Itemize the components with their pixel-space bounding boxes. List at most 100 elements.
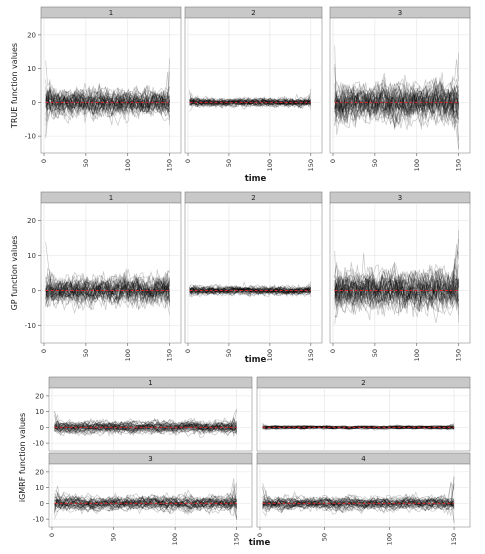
function-trace — [189, 284, 312, 295]
function-trace — [45, 87, 170, 118]
x-tick-label: 150 — [450, 533, 458, 545]
function-trace — [189, 98, 312, 109]
function-trace — [334, 52, 459, 124]
function-trace — [262, 494, 455, 512]
function-trace — [334, 78, 459, 124]
function-trace — [45, 88, 170, 117]
function-trace — [334, 80, 459, 120]
function-trace — [54, 420, 237, 436]
function-trace — [262, 498, 455, 513]
x-tick-label: 50 — [225, 349, 233, 357]
function-trace — [334, 45, 459, 150]
function-trace — [45, 268, 170, 307]
function-trace — [262, 425, 455, 430]
function-trace — [262, 497, 455, 513]
y-tick-label: 20 — [27, 217, 36, 225]
function-trace — [45, 277, 170, 306]
function-trace — [262, 425, 455, 430]
function-trace — [334, 268, 459, 313]
function-trace — [54, 420, 237, 435]
function-trace — [262, 496, 455, 514]
function-trace — [54, 420, 238, 438]
function-trace — [54, 421, 237, 435]
function-trace — [262, 495, 455, 511]
function-trace — [189, 286, 312, 294]
function-trace — [54, 496, 237, 516]
function-trace — [45, 276, 170, 302]
x-tick-label: 100 — [413, 349, 421, 361]
function-trace — [54, 421, 237, 434]
function-trace — [189, 284, 312, 297]
function-trace — [189, 281, 311, 296]
function-trace — [54, 495, 237, 512]
x-tick-label: 0 — [184, 349, 192, 353]
function-trace — [334, 265, 459, 318]
function-trace — [189, 97, 312, 110]
x-tick-label: 0 — [184, 159, 192, 163]
function-trace — [334, 263, 459, 321]
function-trace — [189, 285, 312, 298]
function-trace — [334, 80, 459, 124]
function-trace — [54, 421, 237, 436]
panel-1-2: 2 0 50 100 150 — [184, 6, 323, 171]
function-trace — [334, 76, 459, 124]
function-trace — [189, 286, 312, 298]
panel-1-3: 3 0 50 100 150 — [329, 6, 471, 171]
function-trace — [189, 285, 312, 297]
function-trace — [262, 476, 455, 511]
function-trace — [334, 273, 459, 312]
function-trace — [54, 411, 238, 436]
function-trace — [334, 83, 459, 119]
function-trace — [189, 285, 312, 296]
panel-strip-label: 4 — [361, 455, 366, 463]
function-trace — [45, 85, 170, 116]
function-trace — [334, 278, 459, 315]
function-trace — [45, 83, 170, 118]
panel-strip-label: 2 — [361, 379, 365, 387]
function-trace — [334, 269, 459, 317]
function-trace — [45, 273, 170, 305]
x-tick-label: 0 — [48, 533, 56, 537]
function-trace — [334, 88, 459, 123]
function-trace — [189, 97, 312, 108]
function-trace — [262, 496, 455, 512]
function-trace — [189, 284, 312, 296]
y-tick-label: 10 — [35, 484, 44, 492]
function-trace — [262, 494, 455, 510]
function-trace — [45, 79, 170, 116]
function-trace — [45, 88, 170, 117]
panel-strip-label: 1 — [109, 194, 113, 202]
x-tick-label: 100 — [385, 533, 393, 545]
function-trace — [45, 60, 170, 126]
function-trace — [54, 484, 238, 517]
function-trace — [189, 284, 311, 295]
x-axis-label: time — [245, 355, 267, 365]
function-trace — [54, 419, 237, 435]
function-trace — [262, 497, 455, 511]
function-trace — [334, 63, 459, 141]
function-trace — [334, 86, 459, 127]
function-trace — [334, 275, 459, 316]
function-trace — [45, 271, 170, 304]
function-trace — [54, 419, 237, 436]
function-trace — [45, 279, 170, 303]
y-tick-label: -10 — [33, 440, 44, 448]
function-trace — [189, 285, 312, 296]
function-trace — [45, 242, 170, 310]
function-trace — [54, 418, 238, 434]
panel-background — [48, 463, 253, 528]
function-trace — [262, 493, 455, 510]
x-tick-label: 150 — [455, 349, 463, 361]
function-trace — [262, 498, 455, 511]
function-trace — [262, 497, 455, 512]
panel-background — [329, 17, 471, 154]
panel-background — [256, 387, 471, 452]
function-trace — [189, 97, 312, 107]
function-trace — [54, 495, 237, 511]
function-trace — [262, 425, 455, 431]
x-tick-label: 50 — [371, 349, 379, 357]
function-trace — [334, 264, 459, 311]
function-trace — [54, 417, 237, 435]
function-trace — [189, 98, 311, 110]
function-trace — [189, 97, 311, 108]
